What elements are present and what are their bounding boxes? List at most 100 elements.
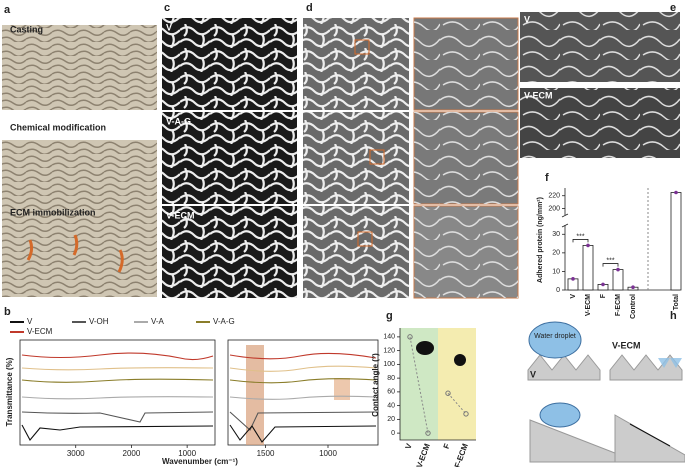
x-tick-label: F	[600, 293, 607, 298]
spectra	[21, 352, 377, 443]
link	[447, 392, 467, 415]
image	[162, 206, 297, 298]
dot	[674, 190, 678, 195]
panel-label: c	[164, 2, 170, 14]
y-tick-label: 40	[387, 402, 395, 409]
y-tick-label: 30	[552, 231, 560, 238]
panel-g: g 0 20 40 60 80 100 120 140 Contact angle (°) V V-…	[371, 310, 476, 469]
image	[303, 206, 409, 298]
axis	[399, 328, 476, 441]
panel-c: c V V-A-G V-ECM	[162, 2, 297, 298]
droplet	[454, 354, 466, 366]
panel-d: d	[303, 2, 519, 299]
panel-label: e	[670, 2, 676, 14]
panel-label: a	[4, 4, 11, 16]
y-tick-label: 20	[552, 250, 560, 257]
step-label: ECM immobilization	[10, 207, 96, 217]
droplet-label: Water droplet	[534, 333, 576, 340]
image	[414, 18, 518, 110]
y-tick-label: 10	[552, 268, 560, 275]
image	[303, 112, 409, 204]
axis-break	[561, 213, 569, 228]
plot-frame	[19, 339, 216, 446]
sig-bracket	[572, 239, 589, 243]
point	[425, 430, 431, 436]
zoom-box	[357, 231, 373, 247]
legend-label: V-A-G	[213, 317, 235, 326]
panel-a: a Casting Chemical modification ECM immo…	[2, 4, 157, 297]
y-tick-label: 60	[387, 389, 395, 396]
x-tick-label: F-ECM	[453, 442, 470, 467]
panel-label: f	[545, 172, 549, 184]
y-tick-label: 100	[383, 361, 395, 368]
x-tick-label: F-ECM	[615, 294, 622, 316]
x-tick-label: V-ECM	[585, 294, 592, 316]
y-axis-label: Contact angle (°)	[371, 353, 380, 417]
x-tick-label: Control	[630, 294, 637, 319]
x-tick-label: 1500	[257, 449, 275, 458]
x-tick-label: V	[404, 442, 415, 451]
x-tick-label: 2000	[123, 449, 141, 458]
dot	[601, 282, 605, 287]
substrate	[527, 354, 601, 381]
x-tick-label: F	[442, 442, 452, 450]
significance: ***	[576, 233, 584, 240]
substrate	[614, 414, 685, 463]
panel-label: h	[670, 310, 677, 322]
x-tick-label: Total	[673, 294, 680, 310]
panel-b: b 1000 2000 3000 1000 1500 Wavenumber (cm⁻¹) T…	[4, 306, 379, 466]
droplet	[416, 341, 434, 355]
substrate	[529, 419, 621, 463]
x-tick-label: 1000	[319, 449, 337, 458]
panel-label: d	[306, 2, 313, 14]
y-tick-label: 0	[556, 287, 560, 294]
bar	[670, 192, 682, 291]
legend-label: V-OH	[89, 317, 109, 326]
y-tick-label: 120	[383, 347, 395, 354]
image	[2, 25, 157, 110]
x-tick-label: V-ECM	[415, 442, 432, 467]
y-tick-label: 140	[383, 334, 395, 341]
dot	[571, 277, 575, 281]
dot	[631, 285, 635, 290]
legend-label: V-ECM	[27, 327, 53, 336]
droplet	[539, 402, 581, 428]
arrow	[629, 423, 671, 447]
y-axis-label: Transmittance (%)	[5, 357, 14, 426]
zoom-box	[369, 149, 385, 165]
link	[409, 336, 429, 434]
point	[463, 411, 469, 417]
panel-label: g	[386, 310, 393, 322]
image-label: V-A-G	[166, 116, 191, 126]
y-tick-label: 200	[548, 205, 560, 212]
plot-frame	[227, 339, 379, 446]
panel-label: b	[4, 306, 11, 318]
x-axis-label: Wavenumber (cm⁻¹)	[162, 457, 238, 466]
y-tick-label: 0	[391, 430, 395, 437]
panel-f: f 0 10 20 30 200 220 Adhered protein (ng/mm²) V…	[537, 172, 682, 319]
zoom-box	[354, 39, 370, 55]
panel-e: e V V-ECM	[520, 2, 680, 158]
background	[438, 328, 476, 440]
image	[414, 112, 518, 204]
significance: ***	[606, 257, 614, 264]
image-label: V-ECM	[166, 210, 195, 220]
image	[414, 206, 518, 298]
x-tick-label: 3000	[67, 449, 85, 458]
x-tick-label: 1000	[178, 449, 196, 458]
image-label: V-ECM	[612, 340, 641, 350]
y-axis-label: Adhered protein (ng/mm²)	[537, 197, 544, 283]
image	[2, 225, 157, 297]
highlight	[334, 378, 350, 400]
image-label: V-ECM	[524, 90, 553, 100]
droplet	[528, 321, 582, 359]
panel-h: h Water droplet V V-ECM	[527, 310, 685, 463]
dot	[616, 267, 620, 272]
x-tick-label: V	[570, 294, 577, 299]
point	[407, 334, 413, 340]
point	[445, 390, 451, 396]
image-label: V	[530, 369, 536, 379]
bar	[612, 269, 624, 291]
step-label: Casting	[10, 24, 43, 34]
